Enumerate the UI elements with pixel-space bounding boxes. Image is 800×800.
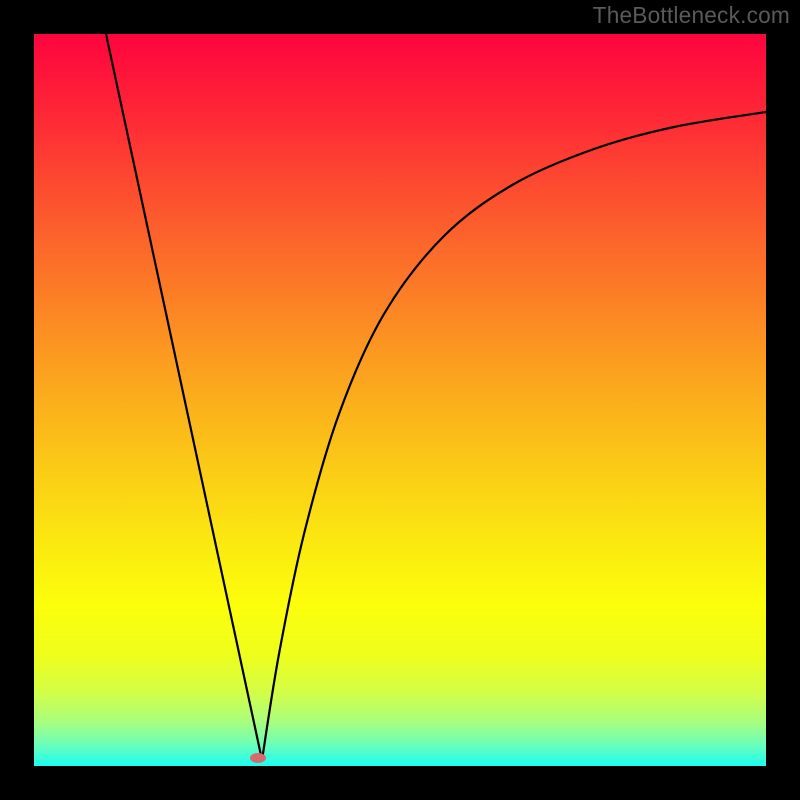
- chart-frame: TheBottleneck.com: [0, 0, 800, 800]
- bottleneck-curve: [34, 34, 766, 766]
- watermark-text: TheBottleneck.com: [593, 2, 790, 29]
- plot-area: [34, 34, 766, 766]
